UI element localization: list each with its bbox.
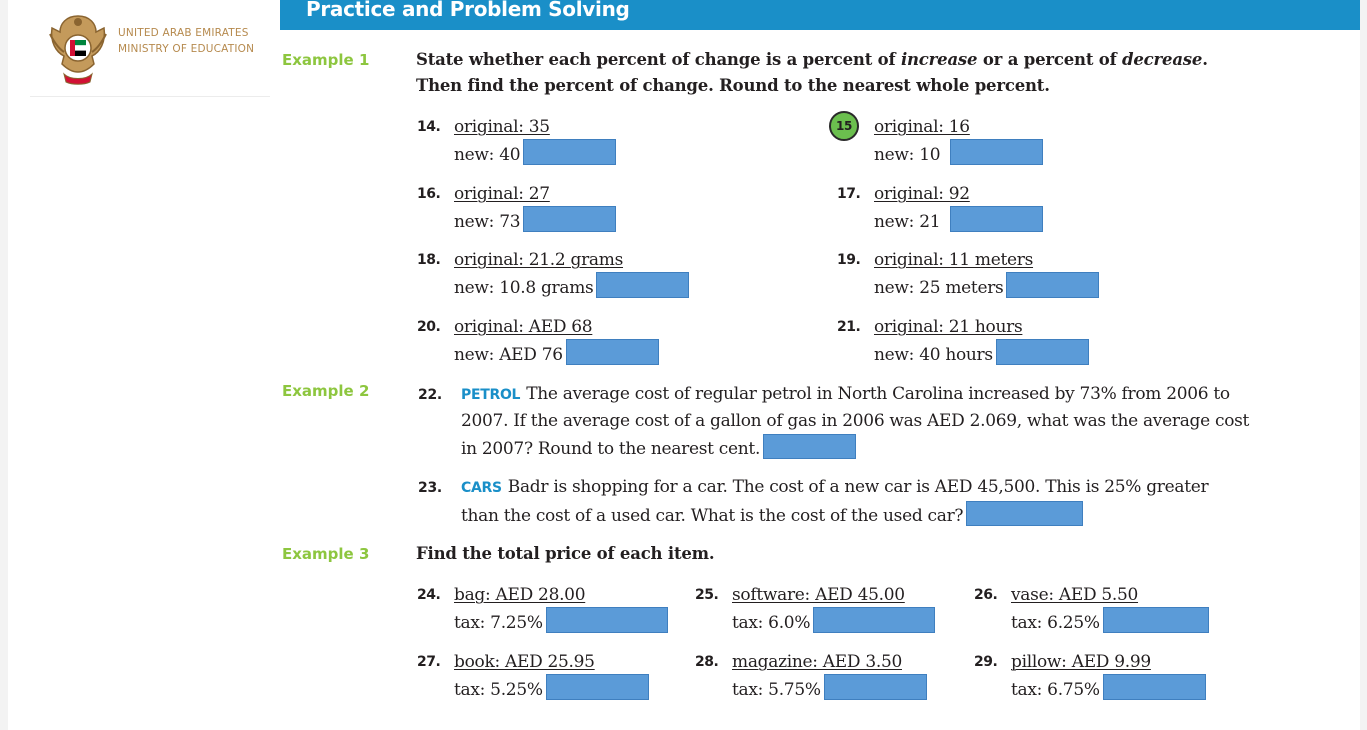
tax-line: tax: 6.75% bbox=[1011, 674, 1206, 702]
problem-number: 26. bbox=[974, 587, 998, 603]
problem-number: 29. bbox=[974, 654, 998, 670]
example-3-instructions: Find the total price of each item. bbox=[416, 544, 715, 563]
keyword-label: CARS bbox=[461, 480, 502, 496]
tax-line: tax: 6.0% bbox=[732, 607, 936, 635]
original-value: original: 11 meters bbox=[874, 250, 1034, 270]
original-value: original: 35 bbox=[454, 117, 550, 137]
problem-number: 19. bbox=[837, 252, 861, 268]
ministry-logo: UNITED ARAB EMIRATES MINISTRY OF EDUCATI… bbox=[46, 12, 272, 96]
uae-emblem-icon bbox=[49, 15, 107, 85]
answer-box[interactable] bbox=[950, 139, 1044, 165]
problem-number: 16. bbox=[417, 186, 441, 202]
answer-box[interactable] bbox=[565, 339, 659, 365]
item-price: book: AED 25.95 bbox=[454, 652, 595, 672]
item-price: vase: AED 5.50 bbox=[1011, 585, 1139, 605]
new-value-line: new: 73 bbox=[454, 206, 617, 234]
section-title: Practice and Problem Solving bbox=[306, 0, 630, 21]
problem-number: 24. bbox=[417, 587, 441, 603]
problem-number: 27. bbox=[417, 654, 441, 670]
answer-box[interactable] bbox=[823, 674, 927, 700]
answer-box[interactable] bbox=[966, 501, 1084, 526]
original-value: original: 92 bbox=[874, 184, 970, 204]
new-value-line: new: 10 bbox=[874, 139, 1044, 167]
example-1-instructions: State whether each percent of change is … bbox=[416, 47, 1256, 99]
item-price: bag: AED 28.00 bbox=[454, 585, 586, 605]
answer-box[interactable] bbox=[545, 607, 668, 633]
problem-number: 25. bbox=[695, 587, 719, 603]
answer-box[interactable] bbox=[523, 206, 617, 232]
item-price: software: AED 45.00 bbox=[732, 585, 905, 605]
new-value-line: new: 40 hours bbox=[874, 339, 1089, 367]
problem-number: 21. bbox=[837, 319, 861, 335]
answer-box[interactable] bbox=[1102, 607, 1209, 633]
new-value-line: new: AED 76 bbox=[454, 339, 659, 367]
new-value-line: new: 40 bbox=[454, 139, 617, 167]
answer-box[interactable] bbox=[523, 139, 617, 165]
new-value-line: new: 25 meters bbox=[874, 272, 1100, 300]
example-1-label: Example 1 bbox=[282, 51, 370, 69]
answer-box[interactable] bbox=[813, 607, 936, 633]
problem-text: PETROL The average cost of regular petrol… bbox=[461, 384, 1250, 459]
item-price: pillow: AED 9.99 bbox=[1011, 652, 1151, 672]
problem-number: 14. bbox=[417, 119, 441, 135]
keyword-label: PETROL bbox=[461, 387, 521, 403]
problem-number: 18. bbox=[417, 252, 441, 268]
tax-line: tax: 7.25% bbox=[454, 607, 668, 635]
answer-box[interactable] bbox=[545, 674, 649, 700]
instruction-line-1: State whether each percent of change is … bbox=[416, 50, 1208, 69]
tax-line: tax: 6.25% bbox=[1011, 607, 1209, 635]
answer-box[interactable] bbox=[1102, 674, 1206, 700]
ministry-line1: UNITED ARAB EMIRATES bbox=[118, 27, 249, 39]
new-value-line: new: 10.8 grams bbox=[454, 272, 690, 300]
original-value: original: 16 bbox=[874, 117, 970, 137]
original-value: original: 21 hours bbox=[874, 317, 1023, 337]
example-2-label: Example 2 bbox=[282, 382, 370, 400]
original-value: original: 27 bbox=[454, 184, 550, 204]
ministry-line2: MINISTRY OF EDUCATION bbox=[118, 43, 255, 55]
original-value: original: AED 68 bbox=[454, 317, 593, 337]
problem-text: CARS Badr is shopping for a car. The cost… bbox=[461, 477, 1209, 526]
tax-line: tax: 5.75% bbox=[732, 674, 927, 702]
answer-box[interactable] bbox=[950, 206, 1044, 232]
instruction-line-2: Then find the percent of change. Round t… bbox=[416, 76, 1050, 95]
new-value-line: new: 21 bbox=[874, 206, 1044, 234]
problem-number: 17. bbox=[837, 186, 861, 202]
logo-divider bbox=[30, 96, 270, 97]
circled-problem-number: 15 bbox=[829, 111, 859, 141]
section-banner: Practice and Problem Solving bbox=[280, 0, 1360, 30]
problem-number: 23. bbox=[418, 480, 442, 496]
original-value: original: 21.2 grams bbox=[454, 250, 624, 270]
answer-box[interactable] bbox=[995, 339, 1089, 365]
problem-number: 28. bbox=[695, 654, 719, 670]
problem-number: 20. bbox=[417, 319, 441, 335]
problem-number: 22. bbox=[418, 387, 442, 403]
worksheet-page: UNITED ARAB EMIRATES MINISTRY OF EDUCATI… bbox=[8, 0, 1360, 730]
item-price: magazine: AED 3.50 bbox=[732, 652, 902, 672]
ministry-name: UNITED ARAB EMIRATES MINISTRY OF EDUCATI… bbox=[118, 25, 254, 57]
answer-box[interactable] bbox=[1006, 272, 1100, 298]
tax-line: tax: 5.25% bbox=[454, 674, 649, 702]
example-3-label: Example 3 bbox=[282, 545, 370, 563]
answer-box[interactable] bbox=[763, 434, 857, 459]
answer-box[interactable] bbox=[596, 272, 690, 298]
